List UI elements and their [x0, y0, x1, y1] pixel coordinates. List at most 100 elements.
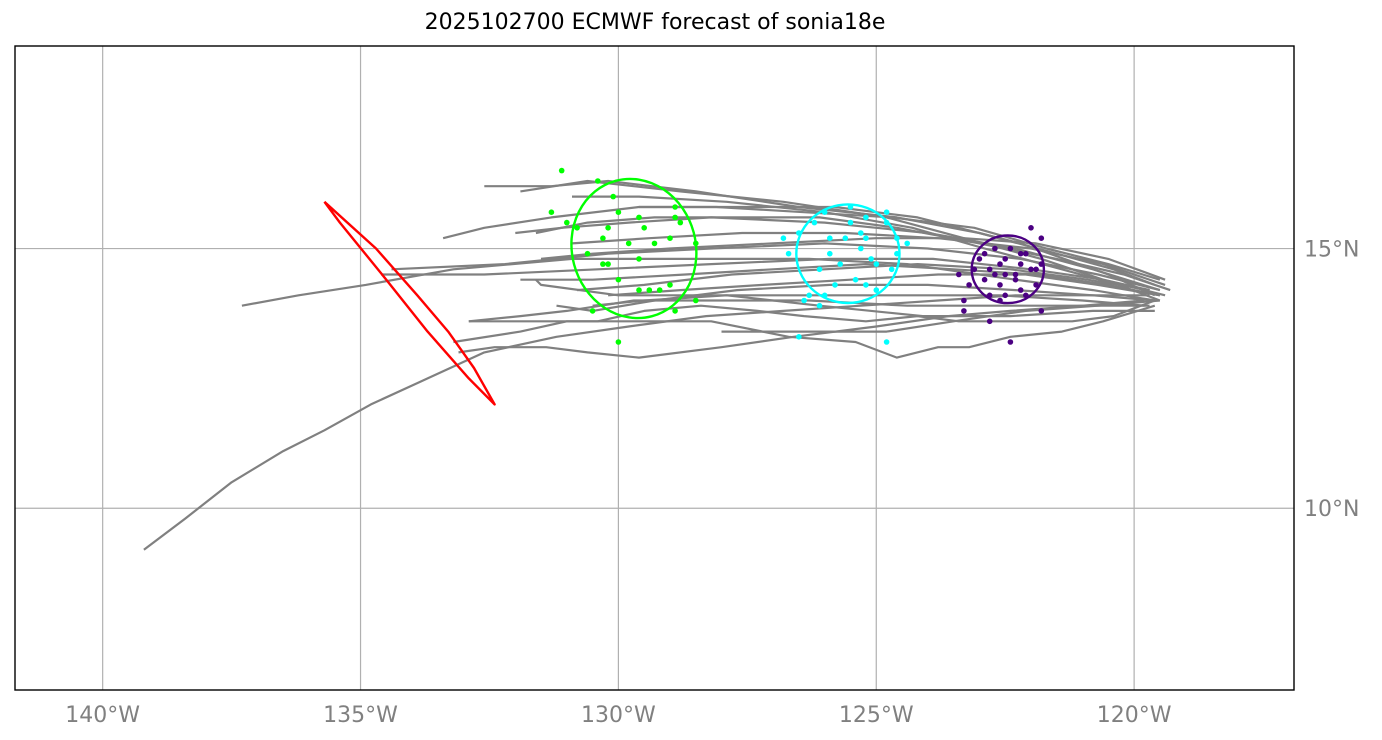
ensemble-track-line [458, 299, 1145, 359]
day1-position-point [1012, 271, 1019, 278]
day3-position-point [605, 225, 611, 231]
axis-tick-labels: 140°W 135°W 130°W 125°W 120°W 15°N 10°N [65, 238, 1359, 728]
day2-position-point [827, 235, 833, 241]
day2-position-point [863, 214, 869, 221]
day1-position-point [981, 276, 988, 283]
day3-position-point [625, 240, 632, 247]
day2-position-point [816, 302, 823, 309]
day1-position-point [1028, 225, 1034, 231]
ensemble-track-line [143, 294, 1150, 551]
day1-position-point [1023, 250, 1029, 257]
ensemble-track-line [520, 263, 1161, 297]
day3-position-point [677, 219, 684, 226]
day2-position-point [873, 287, 880, 293]
day1-position-point [1002, 271, 1008, 278]
day2-position-point [858, 230, 864, 236]
day1-position-point [997, 261, 1003, 267]
ensemble-track-line [453, 299, 1156, 344]
day2-position-point [858, 245, 864, 252]
day1-position-point [992, 271, 998, 278]
map-frame [14, 45, 1295, 691]
ensemble-track-line [391, 242, 1161, 292]
day3-position-point [595, 178, 601, 184]
day3-position-point [672, 204, 678, 210]
day1-position-point [1007, 339, 1014, 345]
ensemble-track-line [442, 205, 1156, 297]
day1-position-point [1028, 266, 1034, 273]
day3-position-point [636, 256, 642, 262]
lon-tick-label: 120°W [1097, 703, 1172, 728]
day1-position-point [1033, 282, 1039, 288]
ensemble-track-line [592, 294, 1155, 318]
day1-position-point [1038, 235, 1045, 241]
gridlines [15, 46, 1294, 690]
day3-position-point [693, 297, 699, 304]
day1-position-point [966, 282, 972, 288]
day2-position-point [883, 209, 890, 215]
day3-position-point [600, 235, 606, 241]
lat-tick-label: 15°N [1304, 238, 1359, 263]
day3-position-point [641, 225, 647, 231]
day2-position-point [868, 256, 874, 262]
forecast-positions [548, 167, 1046, 345]
day1-position-point [956, 271, 962, 278]
ensemble-track-line [540, 237, 1166, 281]
day3-position-point [646, 287, 653, 293]
day2-position-point [796, 334, 802, 340]
day2-position-point [837, 261, 843, 267]
day2-position-point [888, 266, 895, 273]
day2-position-point [904, 240, 910, 247]
day2-position-point [806, 292, 812, 299]
lat-tick-label: 10°N [1304, 497, 1359, 522]
day2-position-point [873, 261, 880, 267]
day1-position-point [1017, 287, 1024, 293]
day1-position-point [1002, 292, 1008, 299]
day2-position-point [785, 250, 792, 257]
day1-uncertainty-ellipse [970, 234, 1046, 305]
day3-position-point [589, 308, 596, 314]
day1-position-point [961, 308, 967, 314]
day2-position-point [832, 282, 838, 288]
day3-position-point [651, 240, 658, 247]
day1-position-point [1038, 308, 1045, 314]
lon-tick-label: 130°W [581, 703, 656, 728]
day1-position-point [992, 245, 998, 252]
day3-position-point [574, 225, 580, 231]
day3-position-point [615, 339, 622, 345]
ensemble-track-line [468, 304, 1156, 359]
ensemble-track-line [468, 299, 1150, 323]
day3-position-point [672, 308, 678, 314]
lon-tick-label: 125°W [839, 703, 914, 728]
day2-position-point [811, 219, 818, 226]
ensemble-track-line [577, 263, 1150, 292]
ensemble-track-line [241, 257, 1155, 307]
day3-uncertainty-ellipse [570, 177, 698, 320]
map-title: 2025102700 ECMWF forecast of sonia18e [424, 10, 886, 35]
ensemble-track-line [639, 205, 1161, 281]
day1-position-point [981, 250, 988, 257]
day3-position-point [548, 209, 555, 215]
day3-position-point [584, 250, 591, 257]
day3-position-point [656, 287, 663, 293]
lon-tick-label: 135°W [323, 703, 398, 728]
day3-position-point [558, 167, 565, 174]
day3-position-point [564, 219, 570, 226]
day1-position-point [1017, 250, 1024, 257]
day2-position-point [863, 282, 869, 288]
day2-position-point [842, 235, 849, 241]
long-track-line [323, 200, 496, 406]
day2-position-point [883, 339, 890, 345]
day3-position-point [600, 261, 606, 267]
day3-position-point [667, 235, 673, 241]
day2-position-point [852, 276, 859, 283]
day1-position-point [1033, 266, 1039, 273]
day3-position-point [615, 209, 622, 215]
day1-position-point [1002, 256, 1008, 262]
day2-position-point [816, 266, 823, 273]
ensemble-track-line [556, 283, 1155, 312]
day2-position-point [801, 297, 807, 304]
day1-position-point [1017, 261, 1024, 267]
day3-position-point [610, 193, 616, 200]
day1-position-point [976, 256, 983, 262]
